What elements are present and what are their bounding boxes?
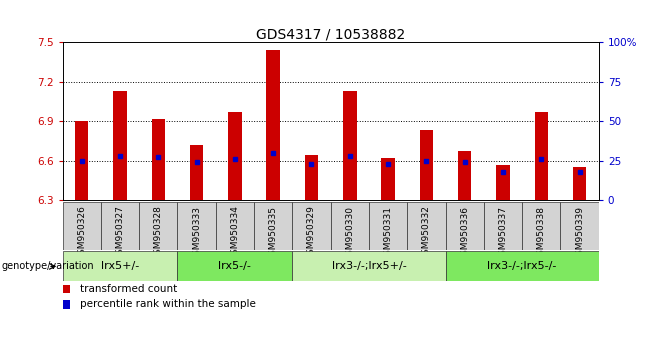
Bar: [101, 202, 139, 250]
Bar: [254, 202, 292, 250]
Bar: [573, 167, 586, 200]
Bar: [178, 202, 216, 250]
Bar: [407, 202, 445, 250]
Text: GSM950328: GSM950328: [154, 206, 163, 261]
Bar: [228, 112, 241, 200]
Text: GSM950329: GSM950329: [307, 206, 316, 261]
Bar: [63, 285, 70, 293]
Text: GSM950330: GSM950330: [345, 206, 354, 261]
Title: GDS4317 / 10538882: GDS4317 / 10538882: [256, 27, 405, 41]
Bar: [266, 50, 280, 200]
Text: lrx3-/-;lrx5-/-: lrx3-/-;lrx5-/-: [488, 261, 557, 272]
Bar: [305, 155, 318, 200]
Bar: [561, 202, 599, 250]
Bar: [382, 158, 395, 200]
Text: GSM950333: GSM950333: [192, 206, 201, 261]
Text: transformed count: transformed count: [80, 284, 178, 294]
Text: GSM950334: GSM950334: [230, 206, 240, 261]
Text: GSM950339: GSM950339: [575, 206, 584, 261]
Text: genotype/variation: genotype/variation: [1, 261, 94, 272]
Bar: [139, 202, 178, 250]
Bar: [343, 91, 357, 200]
Bar: [63, 251, 178, 281]
Bar: [496, 165, 510, 200]
Text: GSM950337: GSM950337: [499, 206, 507, 261]
Bar: [484, 202, 522, 250]
Bar: [292, 251, 445, 281]
Bar: [63, 300, 70, 309]
Text: lrx5-/-: lrx5-/-: [218, 261, 251, 272]
Text: GSM950326: GSM950326: [77, 206, 86, 261]
Text: lrx3-/-;lrx5+/-: lrx3-/-;lrx5+/-: [332, 261, 407, 272]
Bar: [216, 202, 254, 250]
Bar: [534, 112, 548, 200]
Bar: [75, 121, 88, 200]
Bar: [113, 91, 127, 200]
Text: GSM950338: GSM950338: [537, 206, 546, 261]
Text: GSM950336: GSM950336: [460, 206, 469, 261]
Bar: [420, 130, 433, 200]
Bar: [330, 202, 369, 250]
Text: percentile rank within the sample: percentile rank within the sample: [80, 299, 256, 309]
Bar: [458, 152, 471, 200]
Bar: [178, 251, 292, 281]
Bar: [445, 251, 599, 281]
Bar: [522, 202, 561, 250]
Text: lrx5+/-: lrx5+/-: [101, 261, 139, 272]
Bar: [151, 119, 165, 200]
Text: GSM950327: GSM950327: [115, 206, 124, 261]
Text: GSM950332: GSM950332: [422, 206, 431, 261]
Bar: [292, 202, 331, 250]
Bar: [63, 202, 101, 250]
Bar: [369, 202, 407, 250]
Bar: [445, 202, 484, 250]
Bar: [190, 145, 203, 200]
Text: GSM950335: GSM950335: [268, 206, 278, 261]
Text: GSM950331: GSM950331: [384, 206, 393, 261]
